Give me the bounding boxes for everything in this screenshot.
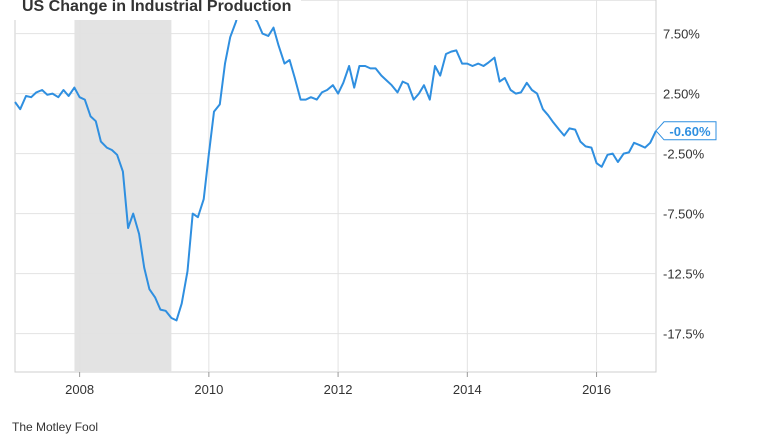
x-tick-label: 2008	[65, 382, 94, 397]
footer-brand: The Motley Fool	[12, 420, 99, 434]
y-tick-label: -17.5%	[663, 327, 705, 342]
chart-title: US Change in Industrial Production	[14, 0, 302, 20]
y-tick-label: -7.50%	[663, 207, 705, 222]
x-tick-label: 2016	[582, 382, 611, 397]
recession-shading	[74, 1, 172, 372]
x-tick-label: 2014	[453, 382, 482, 397]
series-line	[14, 0, 657, 322]
y-tick-label: 2.50%	[663, 87, 700, 102]
last-value-label: -0.60%	[669, 124, 711, 139]
last-value-callout	[655, 121, 717, 141]
x-tick-label: 2012	[324, 382, 353, 397]
y-tick-label: -12.5%	[663, 267, 705, 282]
y-tick-label: -2.50%	[663, 147, 705, 162]
x-tick-label: 2010	[194, 382, 223, 397]
y-tick-label: 7.50%	[663, 27, 700, 42]
